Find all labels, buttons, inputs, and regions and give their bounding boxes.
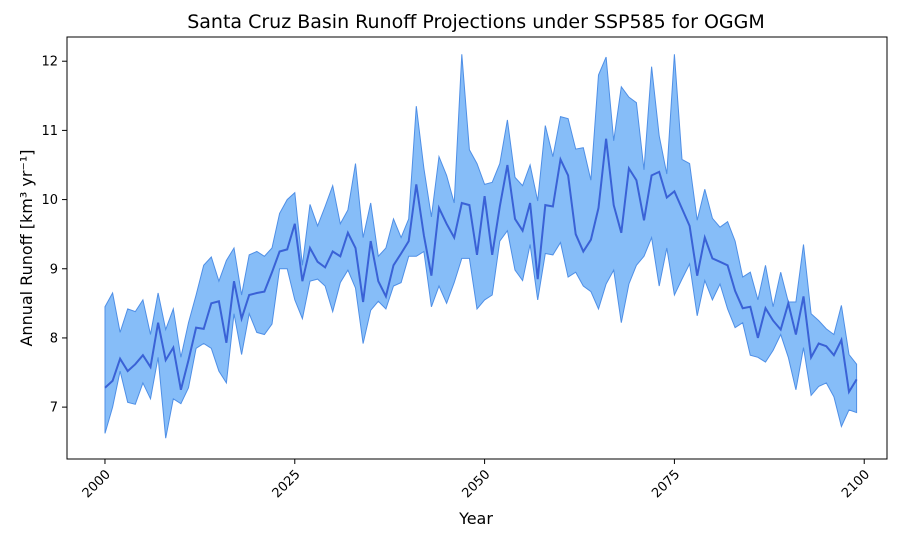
x-tick-label: 2100 [839, 467, 873, 501]
y-tick-label: 9 [50, 262, 58, 277]
plot-frame [66, 36, 888, 460]
plot-area [104, 54, 858, 439]
y-tick-label: 10 [41, 193, 58, 208]
y-tick-label: 12 [41, 55, 58, 70]
y-tick-label: 7 [50, 401, 58, 416]
y-axis-label: Annual Runoff [km³ yr⁻¹] [17, 149, 36, 346]
chart-title: Santa Cruz Basin Runoff Projections unde… [187, 11, 765, 33]
x-tick-label: 2025 [270, 467, 304, 501]
uncertainty-band [104, 54, 858, 439]
y-axis: 7 8 9 10 11 12 [41, 55, 67, 416]
mean-runoff-line [104, 138, 858, 395]
x-tick-label: 2075 [649, 467, 683, 501]
x-axis-label: Year [458, 509, 493, 528]
y-tick-label: 8 [50, 331, 58, 346]
y-tick-label: 11 [41, 124, 58, 139]
x-axis: 2000 2025 2050 2075 2100 [80, 459, 873, 501]
x-tick-label: 2050 [459, 467, 493, 501]
x-tick-label: 2000 [80, 467, 114, 501]
